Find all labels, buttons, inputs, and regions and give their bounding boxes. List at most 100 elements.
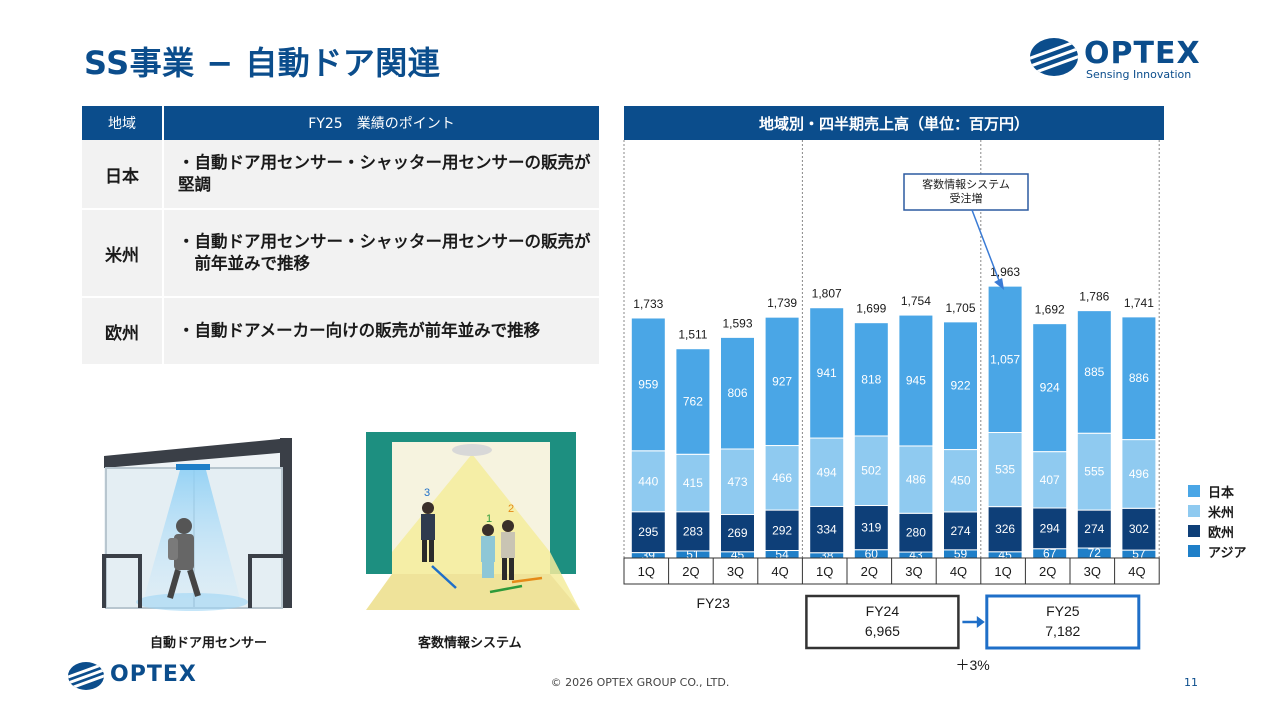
person-figures <box>421 502 515 580</box>
bar-segment-japan <box>943 321 978 451</box>
data-label: 283 <box>683 524 703 538</box>
total-label: 1,511 <box>678 328 707 342</box>
bar-segment-americas <box>1121 439 1157 509</box>
logo-tagline: Sensing Innovation <box>1086 68 1192 81</box>
header-points: FY25 業績のポイント <box>308 116 455 132</box>
x-tick-label: 3Q <box>905 564 922 579</box>
count-number: 3 <box>424 487 430 499</box>
total-label: 1,705 <box>945 301 975 315</box>
data-label: 922 <box>950 379 970 393</box>
bar-segment-japan <box>898 314 934 447</box>
annotation-arrowhead-icon <box>994 278 1005 290</box>
track-arrow-icon <box>431 565 457 589</box>
total-label: 1,733 <box>633 297 663 311</box>
legend-swatch-americas <box>1188 505 1200 517</box>
fy24-total-box <box>805 594 960 650</box>
bar-segment-americas <box>853 435 889 507</box>
legend-label: 日本 <box>1208 485 1235 501</box>
performance-table: 地域 FY25 業績のポイント 日本 ・自動ドア用センサー・シャッター用センサー… <box>82 106 599 366</box>
track-arrow-icon <box>511 576 543 584</box>
total-label: 1,741 <box>1124 296 1154 310</box>
data-label: 502 <box>861 464 881 478</box>
data-label: 295 <box>638 525 658 539</box>
row-point-line: ・自動ドア用センサー・シャッター用センサーの販売が堅調 <box>178 152 591 194</box>
data-label: 334 <box>817 523 837 537</box>
data-label: 924 <box>1040 381 1060 395</box>
bar-segment-japan <box>675 348 711 455</box>
legend-swatch-asia <box>1188 545 1200 557</box>
x-tick-label: 4Q <box>950 564 967 579</box>
annotation-box <box>903 173 1029 211</box>
optex-logo-footer: OPTEX <box>68 662 218 692</box>
chart-title: 地域別・四半期売上高（単位：百万円） <box>624 106 1164 140</box>
bar-segment-americas <box>675 453 711 513</box>
data-label: 302 <box>1129 522 1149 536</box>
growth-arrowhead-icon <box>976 616 985 628</box>
bar-segment-japan <box>853 322 889 437</box>
data-label: 535 <box>995 463 1015 477</box>
fy25-total-box <box>985 594 1141 650</box>
bar-segment-japan <box>987 285 1023 434</box>
table-header: 地域 FY25 業績のポイント <box>82 106 599 140</box>
bar-segment-europe <box>809 505 845 554</box>
x-tick-label: 3Q <box>727 564 744 579</box>
data-label: 886 <box>1129 371 1149 385</box>
total-label: 1,786 <box>1079 290 1109 304</box>
fy-label: FY25 <box>1046 603 1080 619</box>
total-label: 1,739 <box>767 296 797 310</box>
x-tick-label: 4Q <box>1128 564 1145 579</box>
bar-segment-europe <box>630 511 666 554</box>
x-tick-label: 1Q <box>638 564 655 579</box>
bar-segment-europe <box>1076 509 1112 549</box>
bar-segment-japan <box>764 316 800 447</box>
x-tick-label: 1Q <box>994 564 1011 579</box>
optex-logo: OPTEX Sensing Innovation <box>1030 36 1200 84</box>
legend-item: 日本 <box>1188 481 1246 501</box>
track-arrow-icon <box>489 584 523 594</box>
table-row: 欧州 ・自動ドアメーカー向けの販売が前年並みで推移 <box>82 298 599 366</box>
regional-sales-chart: 392954409591,733512834157621,51145269473… <box>623 140 1160 673</box>
legend-item: アジア <box>1188 541 1246 561</box>
data-label: 885 <box>1084 365 1104 379</box>
data-label: 407 <box>1040 473 1060 487</box>
row-point: ・自動ドア用センサー・シャッター用センサーの販売が 前年並みで推移 <box>164 210 599 296</box>
bar-segment-japan <box>1032 323 1068 453</box>
data-label: 292 <box>772 523 792 537</box>
growth-label: ＋3% <box>955 657 989 673</box>
legend-label: 欧州 <box>1208 525 1235 541</box>
total-label: 1,699 <box>856 302 886 316</box>
data-label: 280 <box>906 526 926 540</box>
data-label: 496 <box>1129 467 1149 481</box>
data-label: 927 <box>772 374 792 388</box>
row-point-line: 前年並みで推移 <box>178 254 311 273</box>
count-number: 1 <box>486 513 492 525</box>
count-caption: 客数情報システム <box>418 636 522 651</box>
table-row: 米州 ・自動ドア用センサー・シャッター用センサーの販売が 前年並みで推移 <box>82 210 599 298</box>
data-label: 762 <box>683 394 703 408</box>
data-label: 494 <box>817 465 837 479</box>
row-point: ・自動ドア用センサー・シャッター用センサーの販売が堅調 <box>164 140 599 208</box>
row-point: ・自動ドアメーカー向けの販売が前年並みで推移 <box>164 298 599 364</box>
row-point-line: ・自動ドア用センサー・シャッター用センサーの販売が <box>178 231 591 251</box>
x-tick-label: 3Q <box>1084 564 1101 579</box>
data-label: 466 <box>772 471 792 485</box>
bar-segment-europe <box>675 511 711 552</box>
data-label: 806 <box>727 386 747 400</box>
data-label: 941 <box>817 366 837 380</box>
data-label: 415 <box>683 476 703 490</box>
row-region: 日本 <box>82 140 164 208</box>
table-row: 日本 ・自動ドア用センサー・シャッター用センサーの販売が堅調 <box>82 140 599 210</box>
copyright: © 2026 OPTEX GROUP CO., LTD. <box>550 676 730 689</box>
legend-swatch-europe <box>1188 525 1200 537</box>
data-label: 67 <box>1043 546 1057 560</box>
data-label: 294 <box>1040 521 1060 535</box>
bar-segment-americas <box>809 437 845 507</box>
page-title: SS事業 − 自動ドア関連 <box>84 44 441 82</box>
logo-word: OPTEX <box>110 662 197 687</box>
x-tick-label: 4Q <box>771 564 788 579</box>
data-label: 440 <box>638 474 658 488</box>
data-label: 486 <box>906 473 926 487</box>
legend-swatch-japan <box>1188 485 1200 497</box>
bar-segment-americas <box>1032 451 1068 509</box>
data-label: 59 <box>954 547 968 561</box>
